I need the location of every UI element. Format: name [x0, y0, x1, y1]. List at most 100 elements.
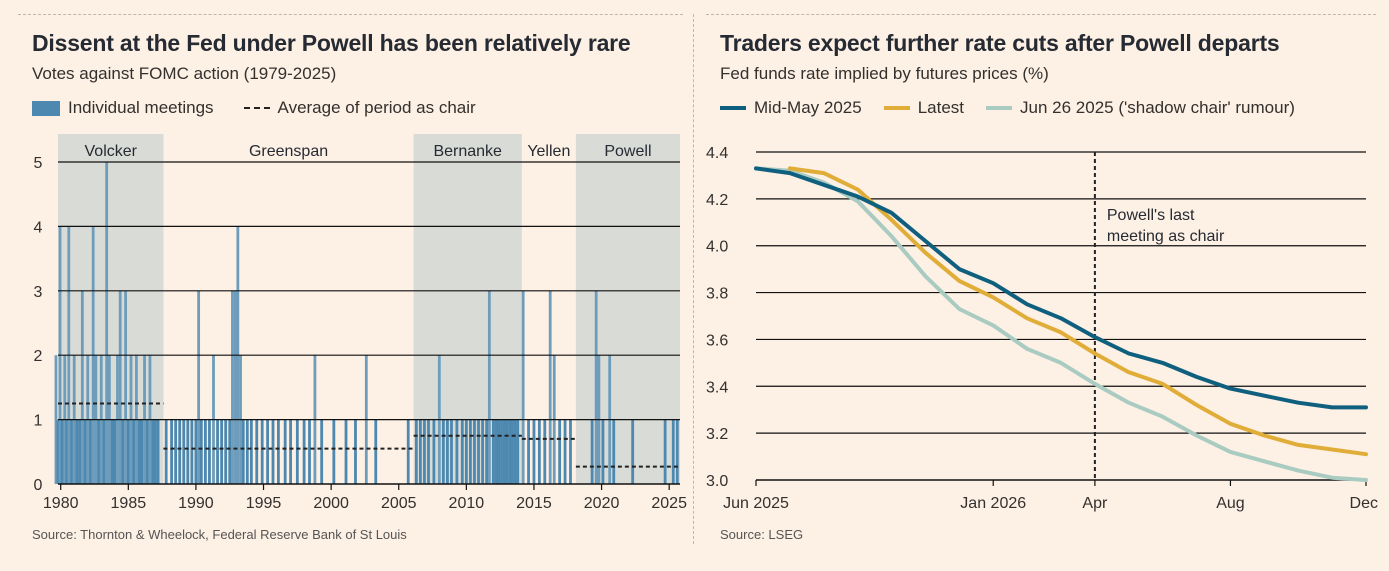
bar: [78, 419, 82, 484]
bar: [65, 419, 69, 484]
bar: [675, 419, 679, 484]
bar: [153, 419, 157, 484]
bar: [332, 419, 336, 484]
bar: [295, 419, 299, 484]
legend-label: Latest: [917, 98, 965, 117]
series-line-2: [754, 166, 1368, 482]
bar: [203, 419, 207, 484]
y-tick-label: 5: [34, 155, 43, 172]
x-tick-label: 2005: [381, 495, 417, 512]
legend-swatch: [720, 106, 746, 110]
bar: [406, 419, 410, 484]
legend-swatch: [883, 106, 910, 110]
y-tick-label: 4.4: [706, 145, 728, 162]
bar: [513, 419, 517, 484]
bar: [216, 419, 219, 484]
bar: [156, 419, 160, 484]
bar: [224, 419, 228, 484]
bar: [164, 419, 168, 484]
chart-title: Dissent at the Fed under Powell has been…: [32, 30, 631, 56]
bar: [145, 419, 149, 484]
legend-item: Jun 26 2025 ('shadow chair' rumour): [986, 98, 1295, 118]
bar: [414, 419, 418, 484]
bar: [83, 419, 87, 484]
bar: [543, 419, 547, 484]
chart-title: Traders expect further rate cuts after P…: [720, 30, 1280, 56]
y-tick-label: 2: [34, 348, 43, 365]
bar: [344, 419, 348, 484]
rate-chart: 3.0 3.2 3.4 3.6 3.8 4.0 4.2 4.4 Jun 2025 Jan 2026…: [706, 145, 1378, 512]
bar: [80, 290, 84, 484]
chart-source: Source: LSEG: [720, 527, 804, 542]
bar: [124, 290, 128, 484]
legend-swatch: [986, 106, 1013, 110]
legend: Mid-May 2025 Latest Jun 26 2025 ('shadow c…: [720, 98, 1317, 118]
x-tick-label: 1995: [246, 495, 282, 512]
bar: [89, 419, 92, 484]
bar: [374, 419, 378, 484]
bar: [241, 419, 245, 484]
bar: [521, 290, 525, 484]
bar: [446, 419, 449, 484]
bar: [500, 419, 503, 484]
y-tick-label: 3.8: [706, 286, 728, 303]
legend-item-average: Average of period as chair: [243, 98, 476, 118]
bar: [260, 419, 264, 484]
bar: [432, 419, 436, 484]
annotation-text: meeting as chair: [1107, 228, 1225, 245]
bar: [460, 419, 464, 484]
bar: [132, 419, 136, 484]
dissent-chart: Volcker Greenspan Bernanke Yellen Powell 0 1 2 3…: [34, 134, 687, 512]
legend-label-bars: Individual meetings: [68, 98, 214, 117]
bar: [612, 419, 616, 484]
bar: [473, 419, 476, 484]
y-tick-label: 0: [34, 477, 43, 494]
chart-subtitle: Votes against FOMC action (1979-2025): [32, 64, 337, 83]
bar: [178, 419, 182, 484]
bar: [228, 419, 232, 484]
x-tick-label: 1990: [178, 495, 214, 512]
y-tick-label: 1: [34, 413, 43, 430]
era-label-powell: Powell: [604, 143, 651, 160]
bar: [663, 419, 667, 484]
x-tick-label: Apr: [1082, 495, 1108, 512]
bar: [231, 290, 234, 484]
chart-subtitle: Fed funds rate implied by futures prices…: [720, 64, 1049, 83]
legend-item: Mid-May 2025: [720, 98, 862, 118]
y-tick-label: 4: [34, 219, 43, 236]
legend-label-average: Average of period as chair: [277, 98, 476, 117]
bar: [354, 419, 357, 484]
bar: [126, 419, 130, 484]
bar: [510, 419, 514, 484]
era-label-yellen: Yellen: [527, 143, 570, 160]
legend-swatch-bars: [32, 100, 60, 116]
legend-swatch-average: [243, 107, 270, 109]
bar: [671, 419, 675, 484]
bar: [487, 290, 491, 484]
x-tick-label: 2025: [651, 495, 687, 512]
bar: [464, 419, 468, 484]
bar: [190, 419, 194, 484]
bar: [558, 419, 562, 484]
bar: [208, 419, 211, 484]
top-rule: [18, 14, 683, 15]
bar: [151, 419, 155, 484]
bar: [537, 419, 541, 484]
bar: [450, 419, 453, 484]
bar: [532, 419, 536, 484]
series-line-0: [754, 166, 1368, 410]
bar: [75, 419, 79, 484]
x-tick-label: 1985: [111, 495, 147, 512]
bar: [174, 419, 178, 484]
bar: [118, 290, 122, 484]
annotation-text: Powell's last: [1107, 207, 1195, 224]
bar: [563, 419, 567, 484]
bar: [497, 419, 501, 484]
bar: [594, 290, 598, 484]
legend: Individual meetings Average of period as…: [32, 98, 506, 118]
bar: [170, 419, 173, 484]
y-tick-label: 3: [34, 284, 43, 301]
y-tick-label: 3.0: [706, 473, 728, 490]
bar: [481, 419, 484, 484]
bar: [105, 162, 109, 484]
